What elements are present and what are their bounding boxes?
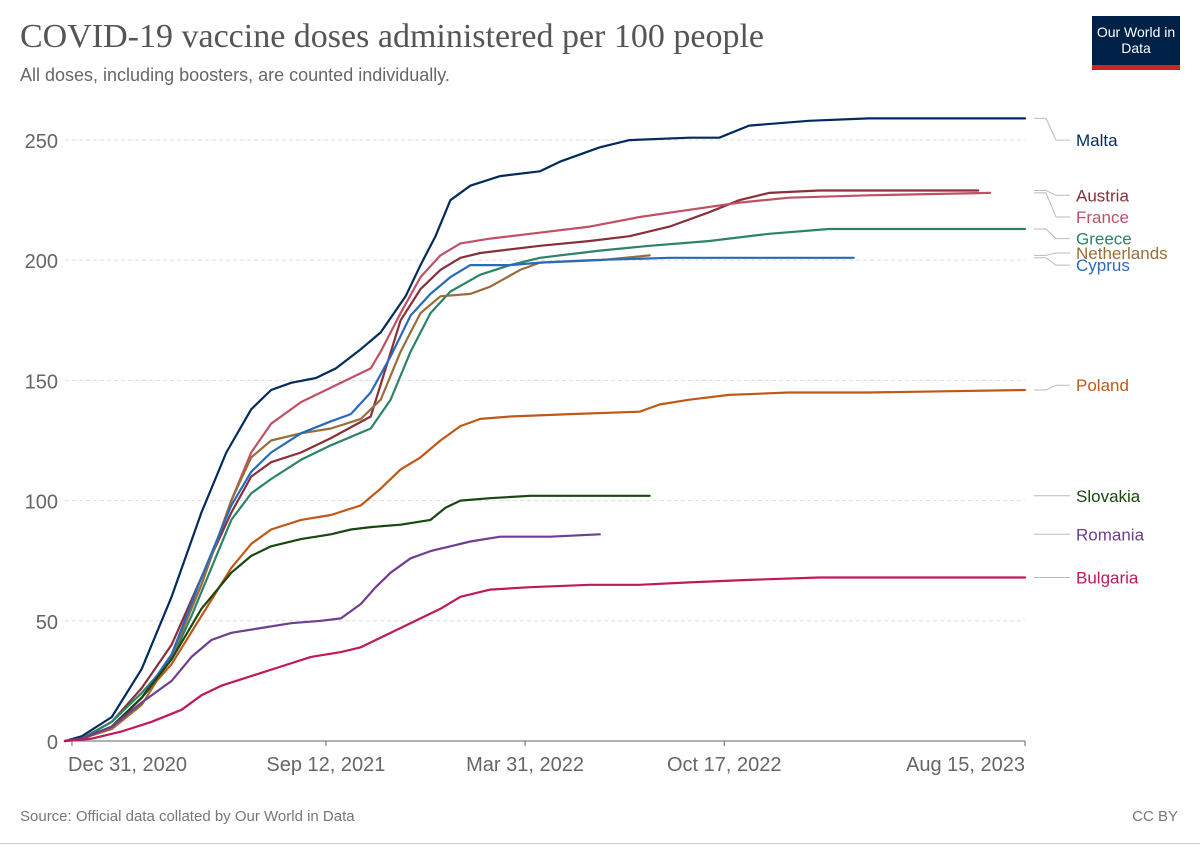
series-label-romania: Romania xyxy=(1076,525,1145,544)
series-lines xyxy=(63,117,1027,743)
series-label-bulgaria: Bulgaria xyxy=(1076,569,1139,588)
y-tick-label: 50 xyxy=(36,612,58,634)
line-chart: 0 50 100 150 200 250 Dec 31, 2020 Sep 12, 2021 M… xyxy=(25,117,1168,776)
license-link[interactable]: CC BY xyxy=(1132,808,1178,825)
leader-line-malta xyxy=(1034,117,1070,141)
leader-line-cyprus xyxy=(1034,257,1070,266)
leader-line-france xyxy=(1034,192,1070,218)
series-label-greece: Greece xyxy=(1076,230,1132,249)
series-line-austria xyxy=(63,189,980,743)
series-line-slovakia xyxy=(63,494,651,743)
leader-line-austria xyxy=(1034,190,1070,196)
gridlines xyxy=(65,139,1025,622)
series-line-malta xyxy=(63,117,1027,743)
source-note[interactable]: Source: Official data collated by Our Wo… xyxy=(20,808,355,825)
chart-subtitle: All doses, including boosters, are count… xyxy=(20,65,450,85)
x-tick-label: Dec 31, 2020 xyxy=(68,754,187,776)
series-label-malta: Malta xyxy=(1076,131,1118,150)
series-label-poland: Poland xyxy=(1076,376,1129,395)
x-tick-label: Sep 12, 2021 xyxy=(266,754,385,776)
logo-accent-bar xyxy=(1092,65,1180,70)
series-label-austria: Austria xyxy=(1076,186,1129,205)
series-line-bulgaria xyxy=(63,576,1027,743)
logo-text: Our World in Data xyxy=(1096,24,1176,56)
leader-line-greece xyxy=(1034,228,1070,240)
series-label-netherlands: Netherlands xyxy=(1076,244,1168,263)
series-label-slovakia: Slovakia xyxy=(1076,487,1141,506)
axes: 0 50 100 150 200 250 Dec 31, 2020 Sep 12, 2021 M… xyxy=(25,131,1026,776)
x-tick-label: Aug 15, 2023 xyxy=(906,754,1025,776)
y-tick-label: 200 xyxy=(25,251,58,273)
y-tick-label: 150 xyxy=(25,371,58,393)
series-line-netherlands xyxy=(63,254,651,743)
series-label-cyprus: Cyprus xyxy=(1076,256,1130,275)
owid-logo[interactable]: Our World in Data xyxy=(1092,16,1180,70)
y-tick-label: 0 xyxy=(47,732,58,754)
series-line-greece xyxy=(63,227,1027,743)
y-tick-label: 250 xyxy=(25,131,58,153)
series-line-france xyxy=(63,191,992,743)
y-tick-label: 100 xyxy=(25,492,58,514)
chart-title: COVID-19 vaccine doses administered per … xyxy=(20,18,764,55)
x-tick-label: Oct 17, 2022 xyxy=(667,754,782,776)
leader-line-netherlands xyxy=(1034,252,1070,256)
series-line-romania xyxy=(63,533,601,743)
footer-divider xyxy=(0,843,1200,844)
series-line-poland xyxy=(63,388,1027,743)
leader-line-poland xyxy=(1034,384,1070,391)
x-tick-label: Mar 31, 2022 xyxy=(466,754,584,776)
series-line-cyprus xyxy=(63,256,855,743)
series-labels: Malta Austria France GreeceNetherlandsCypru… xyxy=(1034,117,1168,588)
series-label-france: France xyxy=(1076,208,1129,227)
